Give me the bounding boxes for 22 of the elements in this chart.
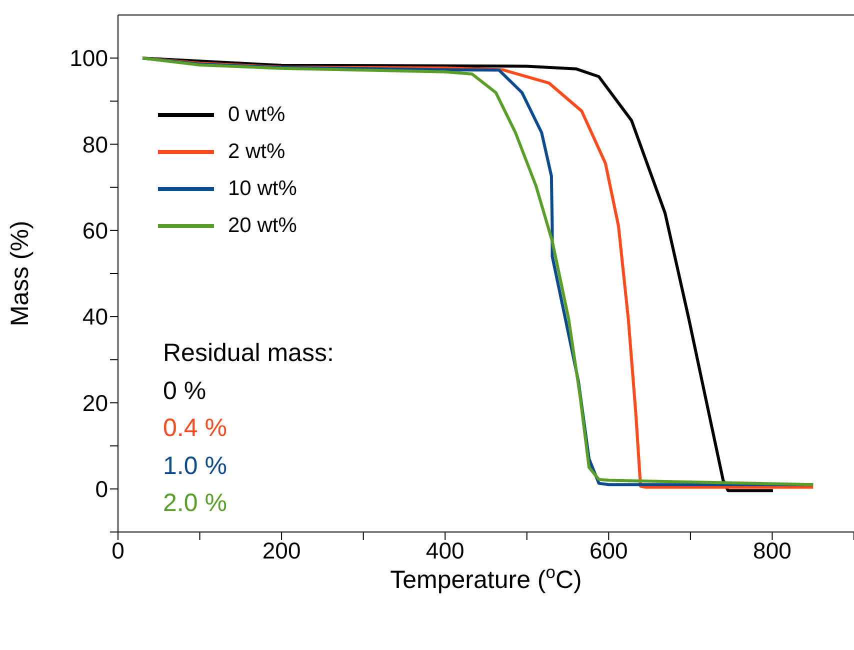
y-tick-label: 40 [82,304,108,330]
x-tick-label: 800 [753,537,792,564]
y-axis-title: Mass (%) [6,220,34,326]
y-tick-label: 0 [95,476,108,502]
y-tick-label: 100 [70,45,108,72]
annotation: 1.0 % [163,452,227,480]
x-tick-label: 600 [589,537,628,564]
x-axis-title: Temperature ($^{o}$C) [390,562,582,594]
annotation: 0 % [163,376,206,404]
annotation: Residual mass: [163,339,334,367]
y-tick-label: 60 [82,218,108,244]
legend-label: 10 wt% [228,176,297,200]
annotation: 2.0 % [163,489,227,517]
y-tick-label: 20 [82,390,108,416]
x-tick-label: 400 [426,537,464,564]
x-tick-label: 0 [112,537,124,564]
legend-label: 0 wt% [228,102,286,126]
annotation: 0.4 % [163,414,227,442]
y-tick-label: 80 [82,131,108,158]
legend-label: 20 wt% [228,214,297,238]
x-tick-label: 200 [262,537,301,564]
legend-label: 2 wt% [228,140,286,164]
